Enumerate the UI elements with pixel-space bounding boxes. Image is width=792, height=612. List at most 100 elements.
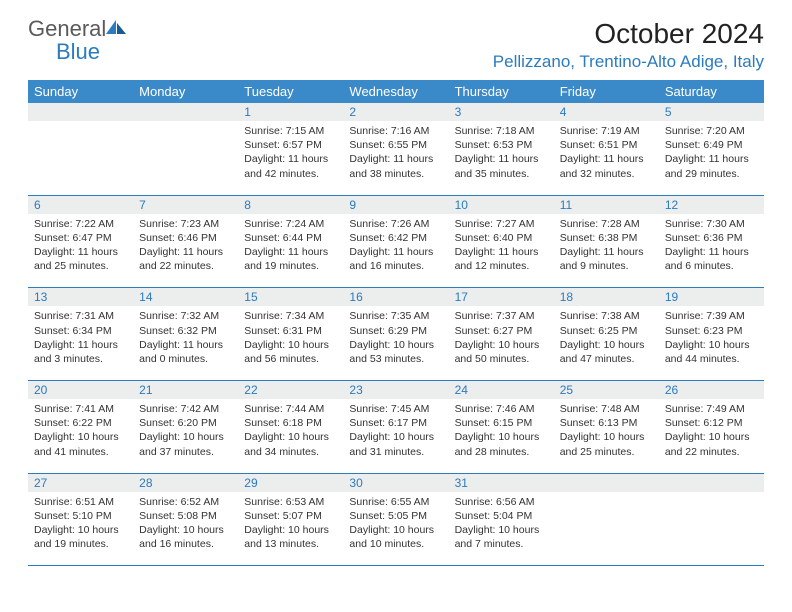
day-info: Sunrise: 7:31 AMSunset: 6:34 PMDaylight:… — [28, 306, 133, 380]
day-number-cell: 3 — [449, 103, 554, 121]
daylight-line: Daylight: 10 hours and 50 minutes. — [455, 338, 548, 366]
day-info: Sunrise: 7:32 AMSunset: 6:32 PMDaylight:… — [133, 306, 238, 380]
sunset-line: Sunset: 6:55 PM — [349, 138, 442, 152]
sunrise-line: Sunrise: 7:31 AM — [34, 309, 127, 323]
day-number-cell: 16 — [343, 288, 448, 307]
day-number: 5 — [659, 103, 764, 121]
day-number-cell: 19 — [659, 288, 764, 307]
day-info-cell: Sunrise: 7:27 AMSunset: 6:40 PMDaylight:… — [449, 214, 554, 288]
day-number-cell: 23 — [343, 381, 448, 400]
sunset-line: Sunset: 5:07 PM — [244, 509, 337, 523]
day-number: 9 — [343, 196, 448, 214]
day-number-cell: 27 — [28, 473, 133, 492]
daylight-line: Daylight: 11 hours and 22 minutes. — [139, 245, 232, 273]
sunset-line: Sunset: 6:49 PM — [665, 138, 758, 152]
daylight-line: Daylight: 10 hours and 53 minutes. — [349, 338, 442, 366]
day-number-cell: 9 — [343, 195, 448, 214]
daylight-line: Daylight: 11 hours and 0 minutes. — [139, 338, 232, 366]
sail-icon — [104, 18, 128, 36]
day-info-cell: Sunrise: 6:56 AMSunset: 5:04 PMDaylight:… — [449, 492, 554, 566]
day-number: 12 — [659, 196, 764, 214]
day-number: 18 — [554, 288, 659, 306]
sunrise-line: Sunrise: 7:19 AM — [560, 124, 653, 138]
day-info: Sunrise: 7:18 AMSunset: 6:53 PMDaylight:… — [449, 121, 554, 195]
day-number-cell: 31 — [449, 473, 554, 492]
day-info-cell: Sunrise: 7:28 AMSunset: 6:38 PMDaylight:… — [554, 214, 659, 288]
day-number-cell: 24 — [449, 381, 554, 400]
day-info-cell: Sunrise: 7:19 AMSunset: 6:51 PMDaylight:… — [554, 121, 659, 195]
day-number-cell — [659, 473, 764, 492]
week-daynum-row: 12345 — [28, 103, 764, 121]
sunset-line: Sunset: 6:29 PM — [349, 324, 442, 338]
sunrise-line: Sunrise: 6:55 AM — [349, 495, 442, 509]
day-info: Sunrise: 7:48 AMSunset: 6:13 PMDaylight:… — [554, 399, 659, 473]
sunset-line: Sunset: 5:10 PM — [34, 509, 127, 523]
sunrise-line: Sunrise: 7:38 AM — [560, 309, 653, 323]
daylight-line: Daylight: 10 hours and 41 minutes. — [34, 430, 127, 458]
day-number-cell: 21 — [133, 381, 238, 400]
day-info: Sunrise: 7:35 AMSunset: 6:29 PMDaylight:… — [343, 306, 448, 380]
day-info: Sunrise: 7:46 AMSunset: 6:15 PMDaylight:… — [449, 399, 554, 473]
sunrise-line: Sunrise: 7:42 AM — [139, 402, 232, 416]
day-info: Sunrise: 7:26 AMSunset: 6:42 PMDaylight:… — [343, 214, 448, 288]
day-info: Sunrise: 7:22 AMSunset: 6:47 PMDaylight:… — [28, 214, 133, 288]
day-number: 17 — [449, 288, 554, 306]
sunrise-line: Sunrise: 7:48 AM — [560, 402, 653, 416]
day-info-cell: Sunrise: 7:45 AMSunset: 6:17 PMDaylight:… — [343, 399, 448, 473]
day-info: Sunrise: 7:37 AMSunset: 6:27 PMDaylight:… — [449, 306, 554, 380]
day-info-cell: Sunrise: 7:32 AMSunset: 6:32 PMDaylight:… — [133, 306, 238, 380]
day-number-cell: 17 — [449, 288, 554, 307]
daylight-line: Daylight: 10 hours and 25 minutes. — [560, 430, 653, 458]
day-info: Sunrise: 7:19 AMSunset: 6:51 PMDaylight:… — [554, 121, 659, 195]
day-number-cell: 11 — [554, 195, 659, 214]
day-number-cell — [554, 473, 659, 492]
sunset-line: Sunset: 6:23 PM — [665, 324, 758, 338]
day-info-cell: Sunrise: 7:34 AMSunset: 6:31 PMDaylight:… — [238, 306, 343, 380]
sunrise-line: Sunrise: 6:53 AM — [244, 495, 337, 509]
day-info-cell: Sunrise: 7:23 AMSunset: 6:46 PMDaylight:… — [133, 214, 238, 288]
dayname-sat: Saturday — [659, 80, 764, 103]
day-number-cell: 5 — [659, 103, 764, 121]
day-info-cell: Sunrise: 6:52 AMSunset: 5:08 PMDaylight:… — [133, 492, 238, 566]
sunrise-line: Sunrise: 7:26 AM — [349, 217, 442, 231]
day-number: 24 — [449, 381, 554, 399]
day-number-cell: 28 — [133, 473, 238, 492]
daylight-line: Daylight: 10 hours and 10 minutes. — [349, 523, 442, 551]
day-number-cell: 6 — [28, 195, 133, 214]
sunrise-line: Sunrise: 7:18 AM — [455, 124, 548, 138]
day-number-cell — [28, 103, 133, 121]
sunset-line: Sunset: 6:20 PM — [139, 416, 232, 430]
day-info-cell: Sunrise: 7:41 AMSunset: 6:22 PMDaylight:… — [28, 399, 133, 473]
daylight-line: Daylight: 10 hours and 44 minutes. — [665, 338, 758, 366]
day-info-cell: Sunrise: 6:55 AMSunset: 5:05 PMDaylight:… — [343, 492, 448, 566]
daylight-line: Daylight: 10 hours and 16 minutes. — [139, 523, 232, 551]
sunset-line: Sunset: 5:05 PM — [349, 509, 442, 523]
day-info-cell: Sunrise: 7:42 AMSunset: 6:20 PMDaylight:… — [133, 399, 238, 473]
sunrise-line: Sunrise: 7:27 AM — [455, 217, 548, 231]
sunset-line: Sunset: 6:34 PM — [34, 324, 127, 338]
week-info-row: Sunrise: 7:41 AMSunset: 6:22 PMDaylight:… — [28, 399, 764, 473]
sunrise-line: Sunrise: 7:49 AM — [665, 402, 758, 416]
day-number-cell: 26 — [659, 381, 764, 400]
day-info-cell: Sunrise: 7:38 AMSunset: 6:25 PMDaylight:… — [554, 306, 659, 380]
day-number-cell: 8 — [238, 195, 343, 214]
daylight-line: Daylight: 11 hours and 16 minutes. — [349, 245, 442, 273]
header: General Blue October 2024 Pellizzano, Tr… — [28, 18, 764, 72]
day-info-cell — [659, 492, 764, 566]
day-number-cell: 12 — [659, 195, 764, 214]
brand-name-a: General — [28, 16, 106, 41]
sunset-line: Sunset: 6:13 PM — [560, 416, 653, 430]
day-number-cell — [133, 103, 238, 121]
day-info: Sunrise: 7:30 AMSunset: 6:36 PMDaylight:… — [659, 214, 764, 288]
day-number-cell: 1 — [238, 103, 343, 121]
sunset-line: Sunset: 5:04 PM — [455, 509, 548, 523]
day-number-cell: 13 — [28, 288, 133, 307]
sunset-line: Sunset: 6:17 PM — [349, 416, 442, 430]
daylight-line: Daylight: 10 hours and 31 minutes. — [349, 430, 442, 458]
day-number: 20 — [28, 381, 133, 399]
week-info-row: Sunrise: 7:31 AMSunset: 6:34 PM Daylight:… — [28, 306, 764, 380]
day-info: Sunrise: 7:44 AMSunset: 6:18 PMDaylight:… — [238, 399, 343, 473]
page-title: October 2024 — [493, 18, 764, 50]
dayname-mon: Monday — [133, 80, 238, 103]
sunset-line: Sunset: 6:38 PM — [560, 231, 653, 245]
